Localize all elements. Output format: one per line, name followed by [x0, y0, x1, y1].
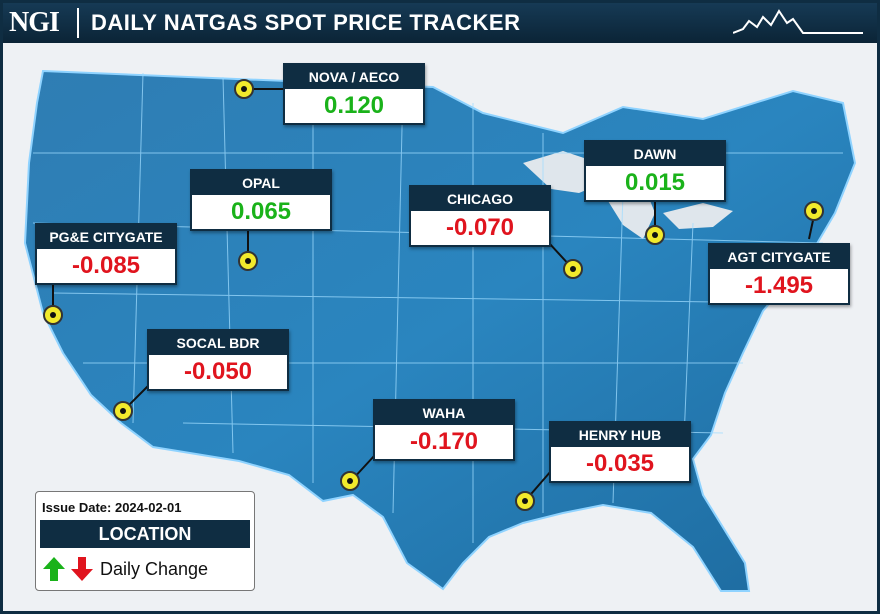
- socal-bdr-marker[interactable]: [113, 401, 133, 421]
- card-value: -0.170: [409, 428, 479, 455]
- header-bar: NGI DAILY NATGAS SPOT PRICE TRACKER: [3, 3, 877, 43]
- card-value: 0.120: [323, 92, 385, 119]
- card-label: WAHA: [375, 401, 513, 425]
- card-label: PG&E CITYGATE: [37, 225, 175, 249]
- card-value: -0.085: [71, 252, 141, 279]
- agt-citygate-marker[interactable]: [804, 201, 824, 221]
- card-label: SOCAL BDR: [149, 331, 287, 355]
- price-sparkline-icon: [733, 9, 863, 34]
- logo-divider: [77, 8, 79, 38]
- card-value: 0.065: [230, 198, 292, 225]
- card-label: DAWN: [586, 142, 724, 166]
- card-henry-hub[interactable]: HENRY HUB -0.035: [549, 421, 691, 483]
- card-value: -1.495: [744, 272, 814, 299]
- pge-citygate-marker[interactable]: [43, 305, 63, 325]
- legend-location-label: LOCATION: [40, 520, 250, 548]
- nova-aeco-marker[interactable]: [234, 79, 254, 99]
- page-title: DAILY NATGAS SPOT PRICE TRACKER: [91, 10, 521, 35]
- issue-date: Issue Date: 2024-02-01: [42, 500, 182, 515]
- card-socal-bdr[interactable]: SOCAL BDR -0.050: [147, 329, 289, 391]
- opal-marker[interactable]: [238, 251, 258, 271]
- card-label: OPAL: [192, 171, 330, 195]
- henry-hub-marker[interactable]: [515, 491, 535, 511]
- card-label: CHICAGO: [411, 187, 549, 211]
- up-arrow-icon: [43, 557, 65, 581]
- waha-marker[interactable]: [340, 471, 360, 491]
- legend-box: Issue Date: 2024-02-01 LOCATION Daily Ch…: [35, 491, 255, 591]
- down-arrow-icon: [71, 557, 93, 581]
- card-label: HENRY HUB: [551, 423, 689, 447]
- chicago-marker[interactable]: [563, 259, 583, 279]
- legend-daily-change: Daily Change: [36, 548, 254, 582]
- dawn-marker[interactable]: [645, 225, 665, 245]
- daily-change-label: Daily Change: [100, 558, 209, 579]
- card-label: AGT CITYGATE: [710, 245, 848, 269]
- card-value: 0.015: [624, 169, 686, 196]
- card-opal[interactable]: OPAL 0.065: [190, 169, 332, 231]
- card-chicago[interactable]: CHICAGO -0.070: [409, 185, 551, 247]
- card-dawn[interactable]: DAWN 0.015: [584, 140, 726, 202]
- card-agt-citygate[interactable]: AGT CITYGATE -1.495: [708, 243, 850, 305]
- card-value: -0.035: [585, 450, 655, 477]
- card-value: -0.070: [445, 214, 515, 241]
- card-nova-aeco[interactable]: NOVA / AECO 0.120: [283, 63, 425, 125]
- card-label: NOVA / AECO: [285, 65, 423, 89]
- card-pge-citygate[interactable]: PG&E CITYGATE -0.085: [35, 223, 177, 285]
- card-waha[interactable]: WAHA -0.170: [373, 399, 515, 461]
- card-value: -0.050: [183, 358, 253, 385]
- ngi-logo: NGI: [9, 7, 60, 38]
